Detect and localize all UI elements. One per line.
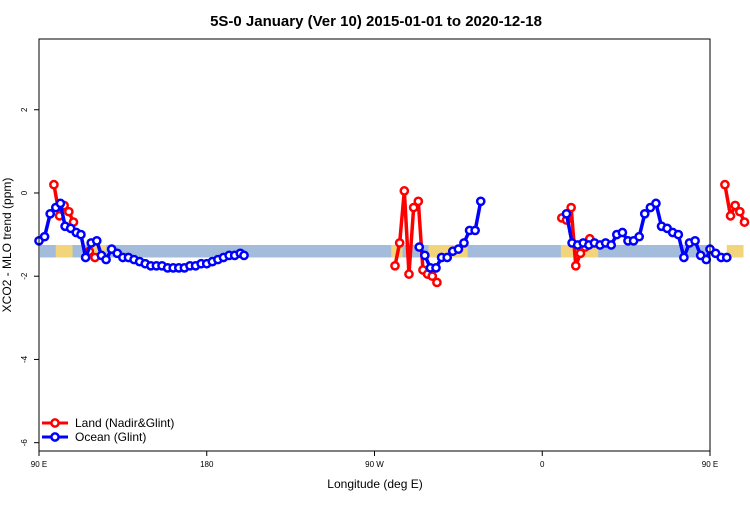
- land-data-point: [49, 179, 59, 190]
- ocean-data-point: [239, 250, 249, 261]
- ocean-data-point: [617, 227, 628, 238]
- x-tick-label: 90 E: [31, 460, 47, 469]
- ocean-legend-label: Ocean (Glint): [75, 430, 146, 444]
- ocean-data-point: [470, 225, 480, 236]
- x-axis: 90 E 180 90 W 0 90 E: [31, 451, 718, 469]
- ocean-data-point: [475, 196, 486, 207]
- legend: Land (Nadir&Glint)Ocean (Glint): [42, 416, 174, 444]
- ocean-data-point: [721, 252, 732, 263]
- ocean-data-point: [414, 242, 425, 252]
- y-tick-label: -2: [20, 272, 29, 280]
- land-data-point: [63, 206, 74, 217]
- land-data-point: [730, 200, 741, 211]
- ocean-data-point: [76, 229, 86, 240]
- x-tick-label: 90 W: [365, 460, 384, 469]
- chart-title: 5S-0 January (Ver 10) 2015-01-01 to 2020…: [210, 13, 542, 30]
- x-tick-label: 180: [200, 460, 214, 469]
- ocean-data-point: [80, 252, 91, 263]
- land-data-point: [734, 206, 745, 217]
- ocean-data-point: [690, 235, 700, 246]
- land-data-point: [566, 202, 576, 213]
- series-layer: [34, 179, 750, 288]
- ocean-legend-marker: [50, 432, 60, 442]
- land-legend-label: Land (Nadir&Glint): [75, 416, 174, 430]
- ocean-data-point: [91, 235, 102, 246]
- land-legend-marker: [50, 418, 60, 428]
- y-tick-label: 2: [20, 107, 29, 112]
- land-data-point: [404, 269, 414, 279]
- ocean-data-point: [101, 254, 111, 265]
- y-tick-label: 0: [20, 190, 29, 195]
- land-data-point: [432, 277, 442, 288]
- ocean-data-point: [701, 254, 712, 265]
- x-axis-label: Longitude (deg E): [327, 477, 422, 491]
- y-axis-label: XCO2 - MLO trend (ppm): [0, 178, 14, 313]
- land-data-point: [394, 238, 405, 248]
- ocean-data-point: [45, 208, 56, 219]
- ocean-data-point: [459, 238, 469, 248]
- ocean-data-point: [419, 250, 430, 261]
- land-data-point: [390, 260, 400, 271]
- x-tick-label: 0: [540, 460, 545, 469]
- y-tick-label: -6: [20, 439, 29, 447]
- ocean-data-point: [639, 208, 650, 219]
- land-band-segment: [55, 245, 73, 258]
- land-data-point: [427, 271, 438, 282]
- ocean-data-point: [39, 231, 50, 242]
- reference-band-layer: [40, 245, 744, 258]
- x-tick-label: 90 E: [702, 460, 718, 469]
- land-data-point: [413, 196, 424, 207]
- ocean-data-point: [651, 198, 661, 209]
- land-band-segment: [726, 245, 744, 258]
- y-axis: 2 0 -2 -4 -6: [20, 107, 39, 446]
- land-data-point: [399, 186, 410, 196]
- land-data-point: [570, 260, 581, 271]
- y-tick-label: -4: [20, 355, 29, 363]
- ocean-data-point: [55, 198, 66, 209]
- land-data-point: [725, 211, 736, 221]
- land-data-point: [739, 217, 750, 227]
- ocean-data-point: [634, 231, 645, 242]
- ocean-data-point: [431, 263, 441, 273]
- ocean-data-point: [679, 252, 689, 263]
- ocean-data-point: [453, 244, 464, 255]
- land-data-point: [575, 248, 586, 259]
- ocean-data-point: [673, 229, 684, 240]
- land-data-point: [408, 202, 419, 213]
- ocean-data-point: [561, 208, 572, 219]
- land-data-point: [720, 179, 730, 190]
- reference-band: [40, 245, 709, 258]
- ocean-data-point: [442, 252, 453, 263]
- ocean-data-point: [606, 240, 617, 250]
